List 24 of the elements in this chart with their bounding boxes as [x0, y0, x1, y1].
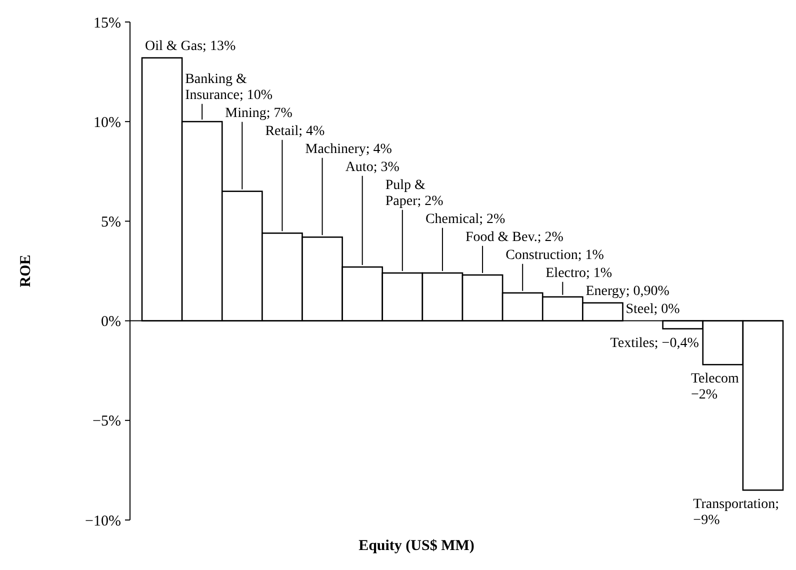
annotation: Machinery; 4%	[305, 142, 392, 157]
y-tick-label: 0%	[101, 314, 121, 330]
annotation: Retail; 4%	[265, 124, 326, 139]
y-tick-label: −5%	[92, 414, 121, 430]
annotation: Textiles; −0,4%	[610, 336, 700, 351]
annotation: Telecom −2%	[690, 372, 740, 403]
annotation: Chemical; 2%	[425, 212, 506, 227]
annotation: Mining; 7%	[225, 106, 293, 121]
y-tick-label: 10%	[94, 114, 121, 131]
annotation: Auto; 3%	[345, 160, 400, 175]
annotation: Construction; 1%	[506, 248, 604, 263]
annotation: Electro; 1%	[546, 266, 612, 281]
annotation: Oil & Gas; 13%	[145, 38, 236, 54]
annotation: Energy; 0,90%	[586, 284, 670, 299]
y-tick-label: −10%	[85, 513, 121, 530]
annotation: Steel; 0%	[626, 302, 680, 317]
y-tick-label: 5%	[101, 214, 121, 230]
annotation: Banking & Insurance; 10%	[185, 72, 273, 103]
y-axis-title: ROE	[18, 254, 34, 288]
x-axis-title: Equity (US$ MM)	[358, 538, 474, 554]
annotation: Pulp & Paper; 2%	[385, 178, 444, 209]
annotation: Food & Bev.; 2%	[466, 230, 564, 245]
y-tick-label: 15%	[94, 15, 121, 32]
annotation: Transportation; −9%	[693, 497, 780, 528]
